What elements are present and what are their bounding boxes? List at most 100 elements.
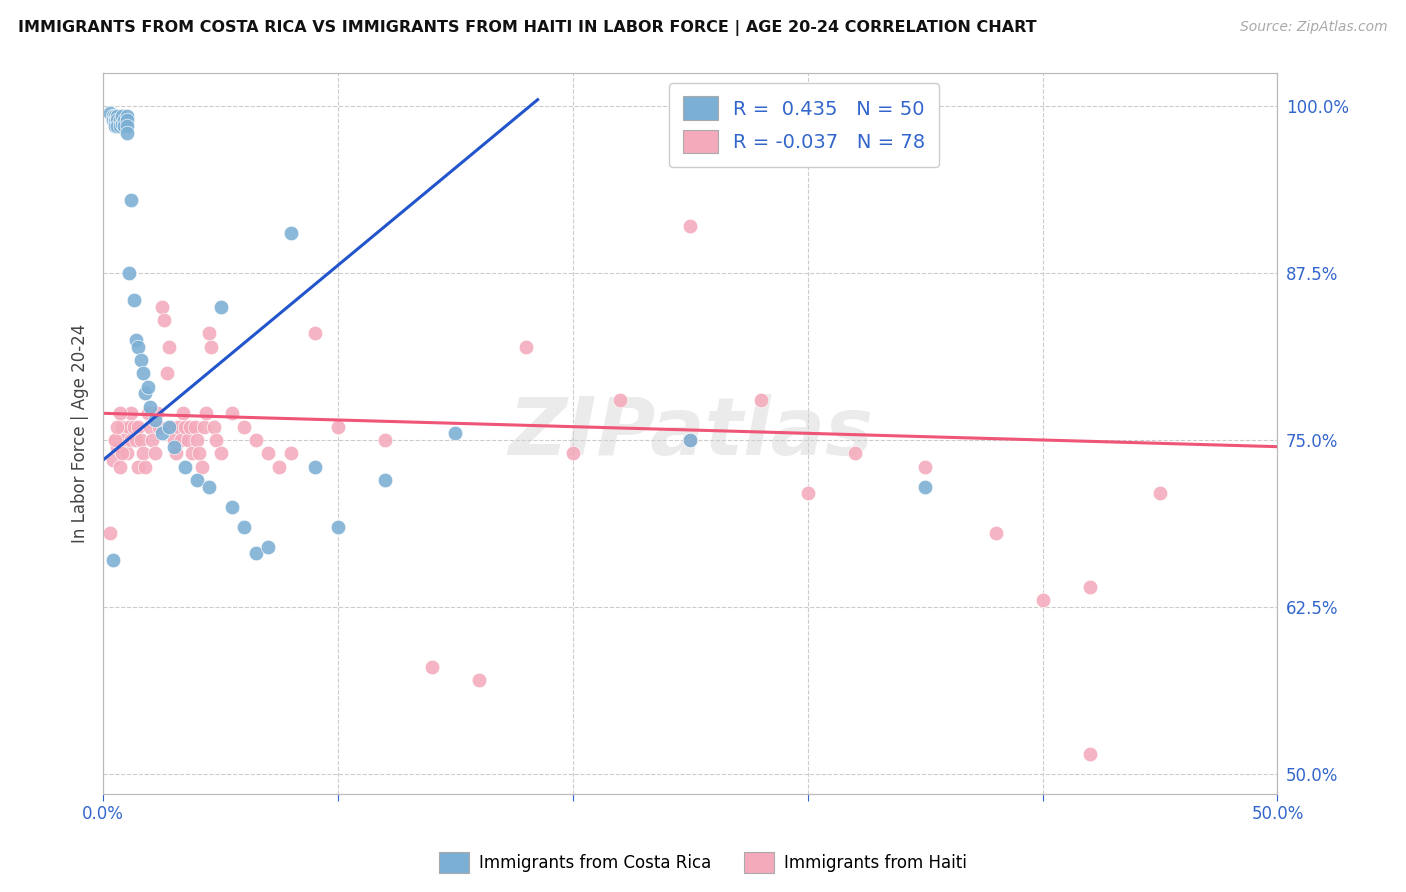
Point: [155, 366, 177, 380]
Point: [200, 340, 222, 354]
Point: [108, 112, 131, 127]
Point: [125, 433, 148, 447]
Point: [115, 446, 138, 460]
Point: [104, 433, 127, 447]
Point: [1149, 486, 1171, 500]
Point: [245, 546, 267, 560]
Point: [269, 459, 291, 474]
Point: [101, 553, 124, 567]
Point: [233, 520, 256, 534]
Point: [914, 459, 936, 474]
Point: [150, 300, 173, 314]
Point: [1032, 593, 1054, 607]
Point: [148, 419, 170, 434]
Point: [749, 392, 772, 407]
Point: [120, 406, 142, 420]
Point: [143, 413, 166, 427]
Point: [105, 440, 128, 454]
Point: [101, 109, 124, 123]
Point: [165, 446, 187, 460]
Point: [104, 109, 127, 123]
Point: [122, 419, 145, 434]
Point: [105, 120, 128, 134]
Point: [153, 313, 176, 327]
Point: [195, 406, 218, 420]
Point: [561, 446, 583, 460]
Point: [127, 419, 149, 434]
Point: [115, 120, 138, 134]
Point: [186, 433, 208, 447]
Point: [122, 293, 145, 307]
Point: [108, 120, 131, 134]
Point: [233, 419, 256, 434]
Point: [209, 446, 232, 460]
Point: [127, 340, 149, 354]
Point: [139, 400, 162, 414]
Point: [150, 426, 173, 441]
Point: [111, 117, 134, 131]
Point: [179, 419, 201, 434]
Point: [120, 193, 142, 207]
Point: [679, 433, 702, 447]
Point: [98, 526, 121, 541]
Point: [468, 673, 491, 688]
Point: [326, 520, 349, 534]
Point: [115, 126, 138, 140]
Point: [143, 446, 166, 460]
Point: [844, 446, 866, 460]
Point: [256, 540, 278, 554]
Point: [104, 115, 127, 129]
Point: [609, 392, 631, 407]
Point: [125, 333, 148, 347]
Point: [188, 446, 211, 460]
Point: [167, 419, 190, 434]
Text: IMMIGRANTS FROM COSTA RICA VS IMMIGRANTS FROM HAITI IN LABOR FORCE | AGE 20-24 C: IMMIGRANTS FROM COSTA RICA VS IMMIGRANTS…: [18, 20, 1036, 36]
Point: [111, 419, 134, 434]
Point: [162, 433, 184, 447]
Point: [160, 419, 183, 434]
Point: [129, 353, 152, 368]
Point: [112, 433, 135, 447]
Point: [118, 419, 141, 434]
Y-axis label: In Labor Force | Age 20-24: In Labor Force | Age 20-24: [72, 324, 89, 543]
Legend: Immigrants from Costa Rica, Immigrants from Haiti: Immigrants from Costa Rica, Immigrants f…: [432, 846, 974, 880]
Point: [112, 112, 135, 127]
Point: [174, 459, 197, 474]
Point: [304, 326, 326, 341]
Point: [984, 526, 1007, 541]
Point: [105, 109, 128, 123]
Point: [111, 446, 134, 460]
Point: [101, 453, 124, 467]
Point: [105, 419, 128, 434]
Point: [127, 459, 149, 474]
Point: [134, 386, 156, 401]
Point: [198, 480, 221, 494]
Point: [134, 459, 156, 474]
Point: [420, 660, 443, 674]
Point: [157, 419, 180, 434]
Point: [374, 473, 396, 487]
Point: [157, 340, 180, 354]
Point: [104, 112, 127, 127]
Point: [141, 433, 163, 447]
Point: [280, 226, 302, 240]
Point: [1078, 580, 1101, 594]
Point: [221, 500, 243, 514]
Point: [205, 433, 228, 447]
Point: [515, 340, 537, 354]
Point: [172, 406, 194, 420]
Point: [115, 109, 138, 123]
Point: [209, 300, 232, 314]
Point: [245, 433, 267, 447]
Point: [108, 406, 131, 420]
Point: [104, 120, 127, 134]
Point: [374, 433, 396, 447]
Point: [256, 446, 278, 460]
Point: [132, 446, 155, 460]
Point: [914, 480, 936, 494]
Point: [139, 419, 162, 434]
Point: [1078, 747, 1101, 761]
Point: [304, 459, 326, 474]
Point: [176, 433, 198, 447]
Point: [136, 379, 159, 393]
